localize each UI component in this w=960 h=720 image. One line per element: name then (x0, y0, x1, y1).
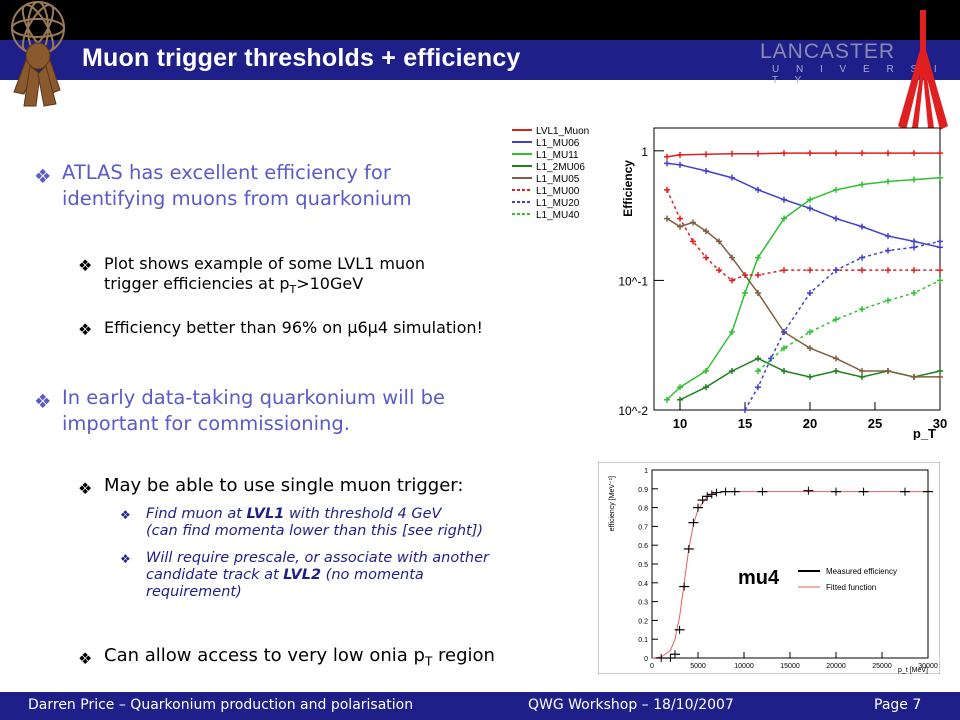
bullet-2a1-post: with threshold 4 GeV (284, 506, 442, 522)
x-tick-label: 25000 (872, 663, 892, 670)
bullet-1a-line1: Plot shows example of some LVL1 muon (104, 254, 426, 273)
legend-label: L1_MU06 (536, 138, 580, 149)
diamond-bullet-icon: ❖ (78, 649, 93, 668)
y-tick-label: 1 (644, 468, 648, 475)
bullet-2a1-pre: Find muon at (146, 506, 247, 522)
bullet-2b-pre: Can allow access to very low onia p (104, 645, 425, 666)
bullet-1b: Efficiency better than 96% on μ6μ4 simul… (104, 318, 483, 337)
y-axis-label: efficiency [MeV⁻¹] (609, 476, 616, 531)
x-tick-label: 25 (868, 416, 882, 431)
top-black-bar (0, 0, 960, 40)
bullet-1-line1: has excellent efficiency for (122, 161, 391, 184)
y-tick-label: 0.2 (638, 618, 648, 625)
plot-frame (651, 469, 929, 659)
slide-title: Muon trigger thresholds + efficiency (82, 44, 521, 72)
x-tick-label: 10000 (734, 663, 754, 670)
bullet-2a2-line1: Will require prescale, or associate with… (146, 550, 489, 566)
diamond-bullet-icon: ❖ (78, 479, 93, 498)
bullet-2a: May be able to use single muon trigger: (104, 475, 464, 496)
footer-author: Darren Price – Quarkonium production and… (28, 697, 414, 713)
lancaster-emblem-icon (898, 10, 948, 130)
bullet-1a: Plot shows example of some LVL1 muon tri… (104, 254, 425, 300)
legend-label: L1_MU11 (536, 150, 579, 161)
bullet-2a2: Will require prescale, or associate with… (146, 550, 489, 601)
x-tick-label: 15000 (780, 663, 800, 670)
y-axis-label: Efficiency (621, 160, 635, 217)
footer-workshop: QWG Workshop – 18/10/2007 (528, 697, 734, 713)
lvl2-bold: LVL2 (283, 567, 322, 583)
atlas-name: ATLAS (62, 161, 123, 184)
bullet-1: ATLAS has excellent efficiency for ident… (62, 160, 412, 212)
x-tick-label: 5000 (690, 663, 706, 670)
y-tick-label: 0.1 (638, 637, 648, 644)
x-tick-label: 10 (673, 416, 687, 431)
bullet-2a2-line3: requirement) (146, 584, 242, 600)
legend-label: L1_MU05 (536, 174, 580, 185)
bullet-1a-line2: trigger efficiencies at p (104, 274, 290, 293)
legend-label: L1_MU40 (536, 210, 580, 221)
diamond-bullet-icon: ❖ (78, 256, 93, 275)
y-tick-label: 0 (644, 656, 648, 663)
bullet-2a1: Find muon at LVL1 with threshold 4 GeV (… (146, 506, 483, 540)
x-tick-label: 20000 (826, 663, 846, 670)
series-line-L1_MU05 (666, 217, 940, 378)
y-tick-label: 10^-2 (618, 404, 648, 418)
bullet-1a-line2-end: >10GeV (296, 274, 364, 293)
y-tick-label: 0.7 (638, 524, 648, 531)
bullet-2a2-line2-pre: candidate track at (146, 567, 284, 583)
bullet-2a1-line2: (can find momenta lower than this [see r… (146, 523, 484, 539)
subscript-t: T (289, 283, 297, 297)
legend-label: L1_2MU06 (536, 162, 585, 173)
diamond-bullet-icon: ❖ (120, 508, 131, 522)
x-tick-label: 15 (738, 416, 752, 431)
y-tick-label: 10^-1 (618, 274, 648, 288)
x-tick-label: 30000 (918, 663, 938, 670)
series-line-L1_MU40 (757, 279, 941, 372)
x-tick-label: 30 (933, 416, 947, 431)
atlas-logo (11, 1, 65, 107)
diamond-bullet-icon: ❖ (120, 552, 131, 566)
y-tick-label: 0.4 (638, 581, 648, 588)
legend-label: Fitted function (826, 583, 876, 592)
lancaster-wordmark: LANCASTER (760, 40, 896, 63)
legend-label: Measured efficiency (826, 567, 897, 576)
subscript-t: T (424, 654, 433, 669)
x-tick-label: 20 (803, 416, 817, 431)
bullet-1-line2: identifying muons from quarkonium (62, 187, 412, 210)
series-line-L1_MU20 (744, 240, 941, 411)
series-line-LVL1_Muon (666, 152, 940, 158)
mu4-annotation: mu4 (738, 567, 780, 589)
legend-label: L1_MU00 (536, 186, 580, 197)
y-tick-label: 0.5 (638, 562, 648, 569)
footer-page: Page 7 (874, 697, 922, 713)
trigger-efficiency-plot: 10 15 20 25 30 10^-2 10^-1 1 Efficiency p_T LVL1_M… (512, 126, 947, 440)
y-tick-label: 0.9 (638, 487, 648, 494)
y-tick-label: 0.3 (638, 600, 648, 607)
legend-label: LVL1_Muon (536, 126, 589, 137)
bullet-2-line1: In early data-taking quarkonium will be (62, 386, 445, 409)
legend-label: L1_MU20 (536, 198, 580, 209)
x-axis-label: p_T (913, 426, 936, 440)
title-bar (0, 40, 960, 80)
x-tick-label: 0 (650, 663, 654, 670)
y-tick-label: 1 (641, 145, 648, 159)
bullet-2-line2: important for commissioning. (62, 412, 350, 435)
bullet-2a2-line2-post: (no momenta (321, 567, 424, 583)
mu4-efficiency-plot: 0 5000 10000 15000 20000 25000 30000 0 0.1 0.2 0.3… (598, 462, 940, 674)
diamond-bullet-icon: ❖ (34, 165, 52, 188)
bullet-2b: Can allow access to very low onia pT reg… (104, 645, 495, 673)
bullet-2b-post: region (432, 645, 495, 666)
series-line-L1_MU06 (666, 162, 941, 249)
plot-frame (653, 127, 941, 411)
bullet-2: In early data-taking quarkonium will be … (62, 385, 445, 437)
lvl1-bold: LVL1 (246, 506, 285, 522)
university-wordmark: U N I V E R S I T Y (772, 64, 944, 86)
y-tick-label: 0.6 (638, 543, 648, 550)
footer-bar: Darren Price – Quarkonium production and… (0, 692, 960, 720)
x-axis-label: p_t [MeV] (898, 667, 928, 674)
diamond-bullet-icon: ❖ (34, 390, 52, 413)
diamond-bullet-icon: ❖ (78, 320, 93, 339)
y-tick-label: 0.8 (638, 506, 648, 513)
